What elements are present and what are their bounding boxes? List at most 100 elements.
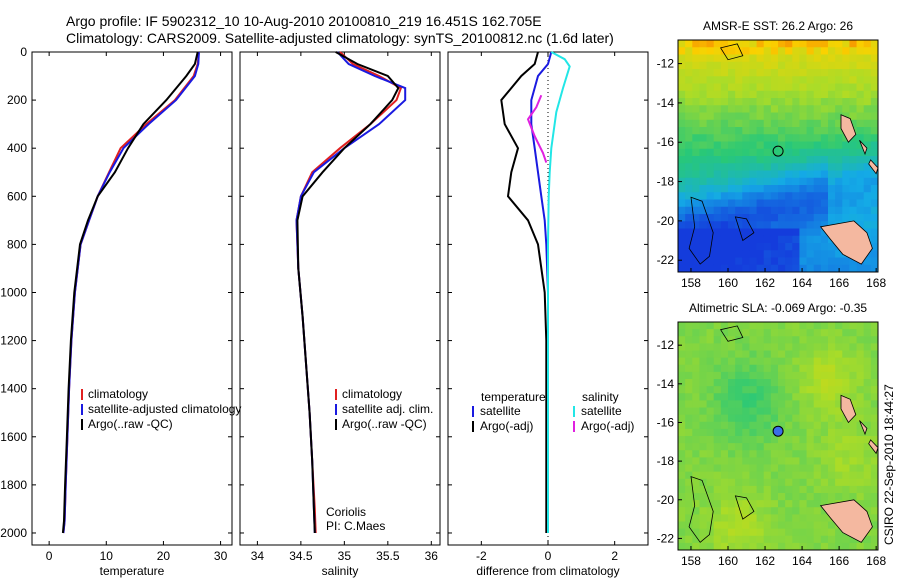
map-cell xyxy=(792,364,800,373)
map-cell xyxy=(806,69,815,77)
map-cell xyxy=(799,40,807,48)
map-cell xyxy=(699,148,707,157)
map-cell xyxy=(735,343,743,351)
map-cell xyxy=(813,264,822,273)
map-cell xyxy=(756,421,765,430)
map-cell xyxy=(770,443,779,451)
x-tick-label: 164 xyxy=(792,554,812,568)
map-cell xyxy=(692,185,700,193)
map-cell xyxy=(770,535,779,544)
map-cell xyxy=(870,364,879,373)
map-cell xyxy=(735,535,743,544)
map-cell xyxy=(820,357,829,366)
map-cell xyxy=(749,206,757,215)
map-cell xyxy=(856,436,865,444)
map-cell xyxy=(713,400,722,408)
map-cell xyxy=(749,105,757,113)
series-line xyxy=(62,51,200,534)
map-cell xyxy=(685,542,693,551)
map-cell xyxy=(770,221,779,229)
map-cell xyxy=(742,464,750,473)
map-cell xyxy=(842,98,850,106)
map-cell xyxy=(792,386,800,394)
map-cell xyxy=(706,206,715,215)
map-cell xyxy=(706,264,715,273)
map-cell xyxy=(763,464,772,473)
map-cell xyxy=(842,47,850,55)
map-cell xyxy=(749,514,757,522)
map-cell xyxy=(685,464,693,473)
map-cell xyxy=(706,257,715,266)
map-cell xyxy=(785,386,793,394)
map-cell xyxy=(792,98,800,106)
map-cell xyxy=(763,379,772,387)
map-cell xyxy=(735,112,743,121)
map-cell xyxy=(763,407,772,416)
map-cell xyxy=(749,148,757,157)
map-cell xyxy=(678,250,686,258)
map-cell xyxy=(778,112,786,121)
map-cell xyxy=(799,343,807,351)
map-cell xyxy=(806,371,815,380)
map-cell xyxy=(706,414,715,423)
y-tick-label: -12 xyxy=(657,57,675,71)
map-cell xyxy=(778,214,786,222)
map-cell xyxy=(692,127,700,135)
map-cell xyxy=(749,407,757,416)
map-cell xyxy=(799,464,807,473)
map-cell xyxy=(742,141,750,150)
map-cell xyxy=(742,69,750,77)
map-cell xyxy=(735,428,743,437)
map-cell xyxy=(820,185,829,193)
map-cell xyxy=(742,47,750,55)
map-cell xyxy=(678,76,686,84)
map-cell xyxy=(813,357,822,366)
map-cell xyxy=(820,264,829,273)
map-cell xyxy=(685,221,693,229)
map-cell xyxy=(778,386,786,394)
map-cell xyxy=(770,69,779,77)
map-cell xyxy=(713,443,722,451)
map-cell xyxy=(770,421,779,430)
map-cell xyxy=(778,235,786,244)
map-cell xyxy=(728,421,736,430)
map-cell xyxy=(692,421,700,430)
map-cell xyxy=(813,428,822,437)
map-cell xyxy=(713,134,722,142)
map-cell xyxy=(706,428,715,437)
map-cell xyxy=(863,535,872,544)
map-cell xyxy=(756,350,765,359)
map-cell xyxy=(835,76,843,84)
map-cell xyxy=(856,141,865,150)
map-cell xyxy=(863,336,872,344)
map-cell xyxy=(770,393,779,401)
map-cell xyxy=(756,407,765,416)
map-cell xyxy=(792,371,800,380)
map-cell xyxy=(720,112,729,121)
map-cell xyxy=(806,141,815,150)
map-cell xyxy=(770,112,779,121)
map-cell xyxy=(699,134,707,142)
map-cell xyxy=(699,364,707,373)
reef-contour xyxy=(734,216,755,242)
map-cell xyxy=(692,47,700,55)
map-cell xyxy=(742,148,750,157)
map-cell xyxy=(813,76,822,84)
map-cell xyxy=(849,206,857,215)
map-cell xyxy=(692,414,700,423)
map-cell xyxy=(856,500,865,508)
map-cell xyxy=(749,228,757,237)
map-cell xyxy=(749,343,757,351)
map-cell xyxy=(742,76,750,84)
map-cell xyxy=(863,364,872,373)
map-cell xyxy=(706,127,715,135)
map-cell xyxy=(742,471,750,480)
map-cell xyxy=(799,542,807,551)
map-cell xyxy=(735,414,743,423)
legend-label: climatology xyxy=(342,387,402,401)
map-cell xyxy=(685,40,693,48)
map-cell xyxy=(742,400,750,408)
map-cell xyxy=(842,170,850,179)
map-cell xyxy=(792,393,800,401)
map-cell xyxy=(720,436,729,444)
